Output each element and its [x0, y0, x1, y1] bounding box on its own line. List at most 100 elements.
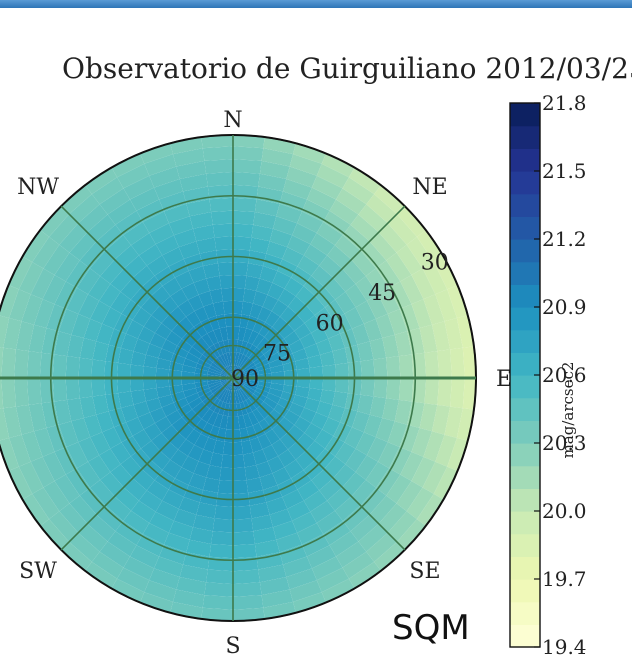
- heat-cell: [244, 381, 258, 388]
- heat-cell: [87, 214, 116, 242]
- heat-cell: [193, 461, 210, 478]
- heat-cell: [355, 276, 378, 301]
- altitude-label-75: 75: [263, 342, 291, 367]
- heat-cell: [203, 303, 217, 319]
- heat-cell: [38, 519, 70, 551]
- heat-cell: [194, 306, 209, 323]
- heat-cell: [32, 236, 60, 269]
- heat-cell: [158, 394, 174, 408]
- heat-cell: [221, 371, 233, 378]
- heat-cell: [114, 487, 139, 511]
- header-accent-bar: [0, 0, 632, 8]
- heat-cell: [125, 320, 144, 339]
- heat-cell: [78, 437, 100, 462]
- heat-cell: [9, 289, 31, 322]
- heat-cell: [21, 431, 43, 462]
- heat-cell: [251, 514, 273, 532]
- heat-cell: [286, 166, 317, 188]
- heat-cell: [166, 331, 182, 346]
- heat-cell: [233, 378, 240, 390]
- polar-grid: [0, 134, 477, 622]
- heat-cell: [307, 388, 323, 402]
- heat-cell: [411, 456, 436, 488]
- heat-cell: [342, 551, 375, 579]
- heat-cell: [322, 364, 336, 378]
- heat-cell: [107, 531, 137, 557]
- heat-cell: [183, 186, 210, 204]
- heat-cell: [54, 281, 77, 309]
- heat-cell: [311, 265, 334, 287]
- heat-cell: [91, 359, 106, 378]
- heat-cell: [118, 348, 134, 365]
- heat-cell: [394, 331, 412, 357]
- heat-cell: [233, 595, 264, 610]
- heat-cell: [120, 456, 142, 479]
- heat-cell: [178, 423, 194, 440]
- heat-cell: [143, 354, 159, 368]
- heat-cell: [233, 378, 237, 391]
- heat-cell: [277, 397, 293, 411]
- heat-cell: [181, 282, 199, 300]
- heat-cell: [212, 223, 233, 238]
- colorbar-band: [510, 216, 540, 240]
- heat-cell: [320, 351, 336, 367]
- heat-cell: [303, 490, 328, 512]
- heat-cell: [329, 531, 359, 557]
- heat-cell: [201, 408, 214, 423]
- heat-cell: [123, 478, 147, 501]
- heat-cell: [260, 401, 274, 415]
- heat-cell: [110, 442, 131, 465]
- heat-cell: [411, 428, 432, 457]
- heat-cell: [333, 268, 356, 292]
- heat-cell: [273, 520, 298, 540]
- heat-cell: [254, 199, 280, 217]
- colorbar-band: [510, 533, 540, 557]
- heat-cell: [71, 313, 91, 338]
- heat-cell: [475, 344, 476, 378]
- heat-cell: [6, 466, 33, 501]
- heat-cell: [366, 294, 388, 319]
- heat-cell: [117, 163, 150, 189]
- heat-cell: [149, 223, 174, 245]
- heat-cell: [222, 300, 233, 315]
- heat-cell: [54, 474, 80, 504]
- heat-cell: [139, 141, 173, 164]
- heat-cell: [242, 359, 254, 371]
- heat-cell: [161, 314, 179, 331]
- heat-cell: [271, 439, 288, 457]
- heat-cell: [220, 354, 229, 367]
- heat-cell: [183, 552, 210, 570]
- heat-cell: [278, 449, 296, 468]
- heat-cell: [333, 422, 352, 443]
- heat-cell: [203, 263, 220, 279]
- heat-cell: [0, 438, 19, 472]
- heat-cell: [92, 341, 109, 362]
- heat-cell: [316, 221, 343, 246]
- heat-cell: [178, 299, 195, 317]
- heat-cell: [123, 510, 150, 535]
- colorbar-band: [510, 375, 540, 399]
- heat-cell: [193, 224, 215, 242]
- colorbar-tick-label: 20.0: [542, 499, 587, 523]
- heat-cell: [162, 489, 184, 509]
- heat-cell: [272, 270, 291, 289]
- heat-cell: [369, 495, 397, 524]
- heat-cell: [78, 204, 108, 233]
- heat-cell: [92, 394, 109, 415]
- heat-cell: [271, 378, 285, 385]
- heat-cell: [178, 316, 194, 333]
- heat-cell: [136, 534, 164, 557]
- heat-cell: [102, 307, 122, 329]
- heat-cell: [204, 159, 233, 174]
- colorbar-tick-label: 21.2: [542, 227, 587, 251]
- heat-cell: [355, 300, 376, 324]
- heat-cell: [99, 448, 121, 473]
- heat-cell: [90, 479, 115, 506]
- colorbar-band: [510, 443, 540, 467]
- heat-cell: [233, 378, 238, 391]
- heat-cell: [238, 326, 247, 341]
- heat-cell: [28, 403, 47, 432]
- heat-cell: [239, 388, 249, 401]
- heat-cell: [252, 333, 265, 348]
